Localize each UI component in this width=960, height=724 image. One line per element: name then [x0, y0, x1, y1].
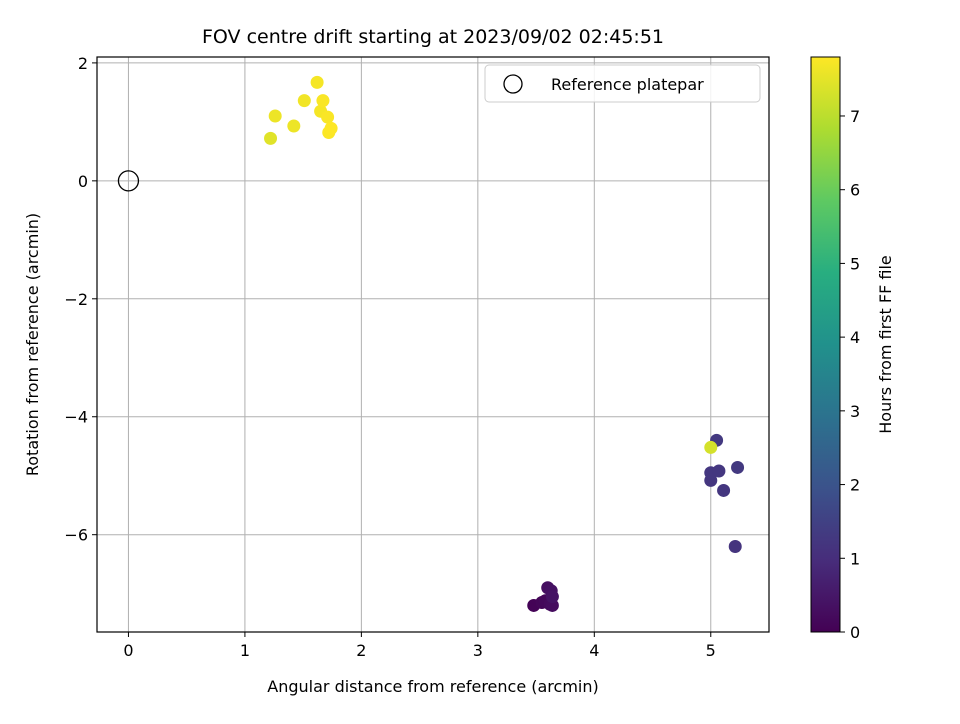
y-tick-label: 0: [78, 172, 88, 191]
data-point: [728, 539, 742, 553]
y-tick-label: −6: [64, 526, 88, 545]
colorbar: 0 1 2 3 4 5 6 7 Hours from first FF file: [810, 56, 895, 642]
colorbar-tick-label: 0: [850, 623, 860, 642]
y-tick-label: 2: [78, 54, 88, 73]
data-point: [731, 460, 745, 474]
legend-box: [484, 64, 761, 103]
colorbar-tick-label: 5: [850, 254, 860, 273]
reference-marker: [117, 170, 140, 192]
legend-reference-marker-icon: [503, 74, 523, 94]
data-point: [321, 110, 335, 124]
colorbar-label: Hours from first FF file: [876, 255, 895, 434]
data-point: [268, 109, 282, 123]
data-point: [264, 131, 278, 145]
data-point: [297, 94, 311, 108]
data-point: [712, 464, 726, 478]
data-point: [316, 94, 330, 108]
data-points: [264, 75, 745, 612]
reference-platepar-marker: [117, 170, 140, 192]
data-point: [717, 483, 731, 497]
y-tick-label: −4: [64, 408, 88, 427]
x-tick-label: 4: [589, 641, 599, 660]
colorbar-tick-label: 7: [850, 107, 860, 126]
x-tick-label: 0: [123, 641, 133, 660]
data-point: [310, 75, 324, 89]
plot-frame: [96, 56, 770, 633]
data-point: [704, 440, 718, 454]
y-axis-ticks: 2 0 −2 −4 −6: [64, 54, 97, 545]
data-point: [324, 121, 338, 135]
chart-title: FOV centre drift starting at 2023/09/02 …: [202, 26, 664, 48]
colorbar-gradient: [810, 56, 841, 633]
x-tick-label: 1: [240, 641, 250, 660]
x-axis-ticks: 0 1 2 3 4 5: [123, 632, 716, 660]
x-tick-label: 5: [706, 641, 716, 660]
legend: Reference platepar: [484, 64, 761, 103]
colorbar-tick-label: 1: [850, 549, 860, 568]
x-axis-label: Angular distance from reference (arcmin): [267, 677, 598, 696]
colorbar-ticks: 0 1 2 3 4 5 6 7: [840, 107, 860, 642]
y-tick-label: −2: [64, 290, 88, 309]
x-tick-label: 3: [473, 641, 483, 660]
colorbar-tick-label: 6: [850, 181, 860, 200]
y-axis-label: Rotation from reference (arcmin): [23, 213, 42, 476]
data-point: [545, 590, 559, 604]
colorbar-tick-label: 2: [850, 476, 860, 495]
data-point: [287, 119, 301, 133]
colorbar-tick-label: 4: [850, 328, 860, 347]
legend-label-reference-platepar: Reference platepar: [551, 75, 704, 94]
colorbar-tick-label: 3: [850, 402, 860, 421]
grid-lines: [97, 57, 769, 632]
x-tick-label: 2: [356, 641, 366, 660]
